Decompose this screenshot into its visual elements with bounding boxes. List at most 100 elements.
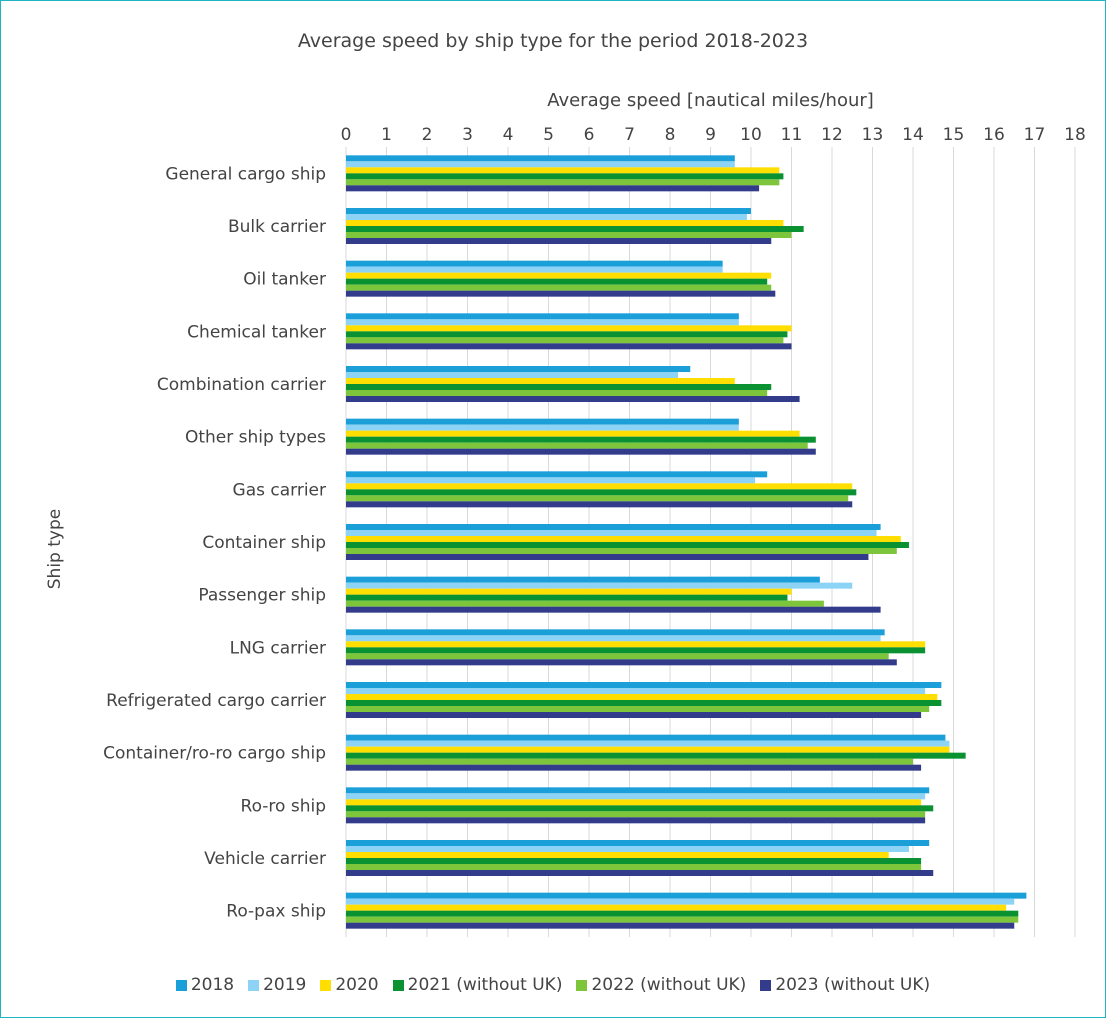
x-tick-label: 4 [503, 125, 514, 145]
legend-item: 2018 [175, 975, 234, 995]
x-tick-label: 15 [943, 125, 965, 145]
bar [346, 325, 792, 332]
bar [346, 442, 808, 449]
bar [346, 418, 739, 425]
bar [346, 396, 800, 402]
bar [346, 260, 723, 267]
bar [346, 653, 889, 660]
bar [346, 220, 784, 226]
bar [346, 852, 889, 858]
bar [346, 700, 942, 706]
bar [346, 904, 1007, 911]
bar [346, 554, 869, 560]
bar [346, 787, 930, 794]
x-tick-label: 14 [902, 125, 924, 145]
bar [346, 238, 772, 244]
bar [346, 495, 849, 502]
bar [346, 278, 768, 285]
bar [346, 290, 776, 297]
x-tick-label: 17 [1024, 125, 1046, 145]
legend-item: 2019 [248, 975, 306, 995]
bar [346, 471, 768, 478]
bar [346, 489, 857, 496]
bar [346, 343, 792, 350]
bar [346, 594, 788, 601]
bar [346, 712, 922, 718]
bar [346, 313, 739, 320]
bar [346, 319, 739, 326]
bar [346, 185, 760, 192]
bar [346, 799, 922, 806]
bar [346, 588, 792, 595]
category-label: Ro-ro ship [241, 796, 326, 816]
category-label: Gas carrier [233, 480, 326, 500]
legend-swatch [392, 979, 404, 991]
bar [346, 606, 881, 613]
legend-swatch [760, 979, 772, 991]
bar [346, 635, 881, 642]
bar [346, 817, 926, 824]
x-tick-label: 12 [821, 125, 843, 145]
legend-label: 2019 [263, 975, 307, 995]
bar [346, 214, 747, 220]
bar [346, 641, 926, 648]
bar [346, 483, 853, 490]
bar [346, 764, 922, 771]
bar [346, 232, 792, 238]
bar [346, 366, 691, 372]
bar [346, 846, 909, 852]
bar [346, 524, 881, 530]
x-tick-label: 11 [781, 125, 803, 145]
x-tick-label: 3 [462, 125, 473, 145]
legend-swatch [320, 979, 332, 991]
bar [346, 682, 942, 688]
bar [346, 840, 930, 846]
bar [346, 167, 780, 174]
x-tick-label: 5 [543, 125, 554, 145]
bar [346, 746, 950, 753]
bar [346, 161, 735, 168]
legend-item: 2023 (without UK) [760, 975, 930, 995]
bar [346, 734, 946, 741]
bar [346, 892, 1027, 899]
category-label: Container ship [202, 533, 326, 553]
bar [346, 331, 788, 338]
category-label: LNG carrier [230, 638, 326, 658]
x-tick-label: 13 [862, 125, 884, 145]
legend-item: 2021 (without UK) [392, 975, 562, 995]
bar [346, 542, 909, 548]
bar [346, 477, 756, 484]
bar [346, 155, 735, 162]
x-tick-label: 6 [584, 125, 595, 145]
legend-swatch [175, 979, 187, 991]
bar [346, 647, 926, 654]
bar [346, 805, 934, 812]
x-tick-label: 9 [705, 125, 716, 145]
x-tick-label: 18 [1064, 125, 1086, 145]
bar [346, 448, 816, 455]
bar [346, 910, 1019, 917]
bar [346, 576, 820, 583]
legend: 2018 2019 2020 2021 (without UK) 2022 (witho… [0, 975, 1106, 995]
category-label: Chemical tanker [187, 322, 326, 342]
bar [346, 659, 897, 666]
category-label: Ro-pax ship [226, 902, 326, 922]
bar [346, 600, 824, 607]
bar [346, 378, 735, 384]
x-tick-label: 0 [341, 125, 352, 145]
bar [346, 922, 1015, 929]
x-tick-label: 16 [983, 125, 1005, 145]
bar [346, 858, 922, 864]
chart-title: Average speed by ship type for the perio… [297, 30, 809, 52]
bar [346, 582, 853, 589]
bar [346, 740, 950, 747]
bar [346, 226, 804, 232]
x-axis-label: Average speed [nautical miles/hour] [547, 90, 874, 111]
bar [346, 372, 679, 378]
bar [346, 536, 901, 542]
legend-swatch [248, 979, 260, 991]
bar [346, 424, 739, 431]
legend-item: 2022 (without UK) [576, 975, 746, 995]
x-tick-label: 2 [422, 125, 433, 145]
